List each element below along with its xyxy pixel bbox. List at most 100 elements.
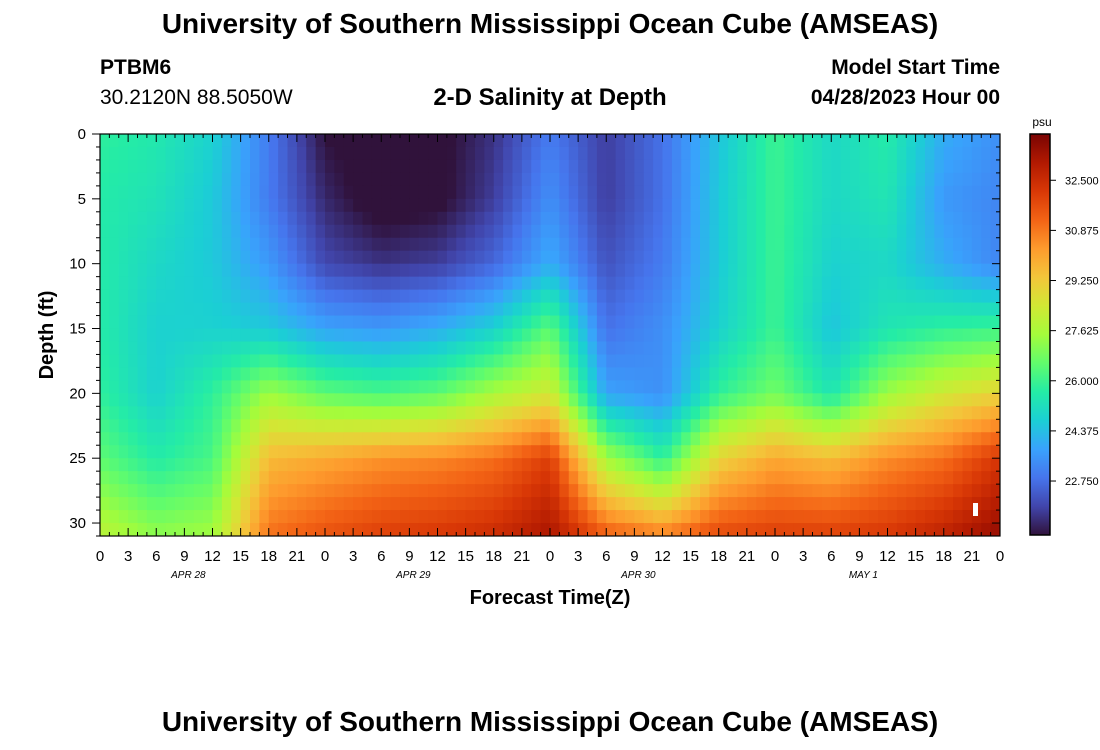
heatmap-cell: [250, 471, 260, 485]
heatmap-cell: [540, 432, 551, 446]
heatmap-cell: [850, 276, 860, 291]
heatmap-cell: [671, 159, 682, 174]
heatmap-cell: [821, 276, 832, 291]
heatmap-cell: [400, 198, 410, 213]
heatmap-cell: [268, 393, 279, 407]
heatmap-cell: [259, 172, 270, 187]
heatmap-cell: [878, 354, 889, 369]
colorbar-tick-label: 24.375: [1065, 426, 1099, 438]
heatmap-cell: [381, 185, 392, 200]
heatmap-cell: [578, 341, 589, 356]
heatmap-cell: [784, 523, 795, 536]
heatmap-cell: [793, 497, 804, 511]
heatmap-cell: [503, 458, 514, 472]
heatmap-cell: [184, 419, 195, 433]
heatmap-cell: [643, 484, 654, 498]
heatmap-cell: [906, 341, 917, 356]
heatmap-cell: [850, 523, 860, 536]
heatmap-cell: [437, 172, 448, 187]
heatmap-cell: [381, 354, 392, 369]
heatmap-cell: [334, 289, 345, 304]
heatmap-cell: [465, 289, 476, 304]
heatmap-cell: [653, 419, 664, 433]
heatmap-cell: [296, 328, 307, 343]
heatmap-cell: [681, 510, 692, 524]
heatmap-cell: [512, 289, 523, 304]
heatmap-cell: [287, 445, 298, 459]
heatmap-cell: [803, 198, 814, 213]
heatmap-cell: [728, 134, 739, 148]
heatmap-cell: [681, 523, 692, 536]
heatmap-cell: [840, 523, 851, 536]
heatmap-cell: [137, 159, 148, 174]
heatmap-cell: [296, 484, 307, 498]
heatmap-cell: [850, 315, 860, 330]
heatmap-cell: [681, 497, 692, 511]
heatmap-cell: [953, 471, 964, 485]
heatmap-cell: [128, 134, 139, 148]
heatmap-cell: [418, 159, 429, 174]
heatmap-cell: [596, 211, 607, 226]
heatmap-cell: [540, 497, 551, 511]
heatmap-cell: [231, 289, 242, 304]
heatmap-cell: [625, 134, 635, 148]
heatmap-cell: [334, 380, 345, 394]
heatmap-cell: [371, 289, 382, 304]
heatmap-cell: [231, 432, 242, 446]
heatmap-cell: [700, 146, 710, 161]
heatmap-cell: [878, 211, 889, 226]
heatmap-cell: [887, 315, 898, 330]
heatmap-cell: [437, 134, 448, 148]
heatmap-cell: [625, 224, 635, 239]
heatmap-cell: [287, 159, 298, 174]
heatmap-cell: [887, 159, 898, 174]
heatmap-cell: [812, 172, 823, 187]
heatmap-cell: [156, 172, 167, 187]
heatmap-cell: [700, 185, 710, 200]
heatmap-cell: [840, 484, 851, 498]
heatmap-cell: [456, 419, 467, 433]
heatmap-cell: [821, 497, 832, 511]
heatmap-cell: [615, 484, 626, 498]
heatmap-cell: [306, 250, 317, 265]
heatmap-cell: [728, 198, 739, 213]
heatmap-cell: [775, 276, 785, 291]
heatmap-cell: [962, 367, 973, 381]
heatmap-cell: [156, 445, 167, 459]
heatmap-cell: [643, 172, 654, 187]
heatmap-cell: [446, 432, 457, 446]
heatmap-cell: [521, 393, 532, 407]
heatmap-cell: [915, 458, 926, 472]
heatmap-cell: [484, 315, 495, 330]
heatmap-cell: [625, 211, 635, 226]
heatmap-cell: [240, 289, 251, 304]
heatmap-cell: [531, 198, 542, 213]
heatmap-cell: [615, 172, 626, 187]
heatmap-cell: [315, 315, 326, 330]
heatmap-cell: [278, 393, 289, 407]
heatmap-cell: [596, 510, 607, 524]
heatmap-cell: [634, 510, 645, 524]
heatmap-cell: [390, 419, 401, 433]
heatmap-cell: [625, 432, 635, 446]
heatmap-cell: [268, 159, 279, 174]
heatmap-cell: [531, 146, 542, 161]
heatmap-cell: [203, 250, 214, 265]
heatmap-cell: [596, 276, 607, 291]
heatmap-cell: [343, 341, 354, 356]
heatmap-cell: [784, 393, 795, 407]
heatmap-cell: [643, 146, 654, 161]
heatmap-cell: [409, 497, 420, 511]
heatmap-cell: [334, 185, 345, 200]
heatmap-cell: [400, 393, 410, 407]
colorbar-tick-label: 29.250: [1065, 276, 1099, 288]
heatmap-cell: [709, 341, 720, 356]
heatmap-cell: [690, 250, 701, 265]
heatmap-cell: [587, 341, 598, 356]
heatmap-cell: [793, 146, 804, 161]
heatmap-cell: [990, 328, 1000, 343]
heatmap-cell: [606, 224, 617, 239]
heatmap-cell: [118, 406, 129, 420]
heatmap-cell: [118, 224, 129, 239]
x-tick-label: 0: [771, 548, 779, 565]
